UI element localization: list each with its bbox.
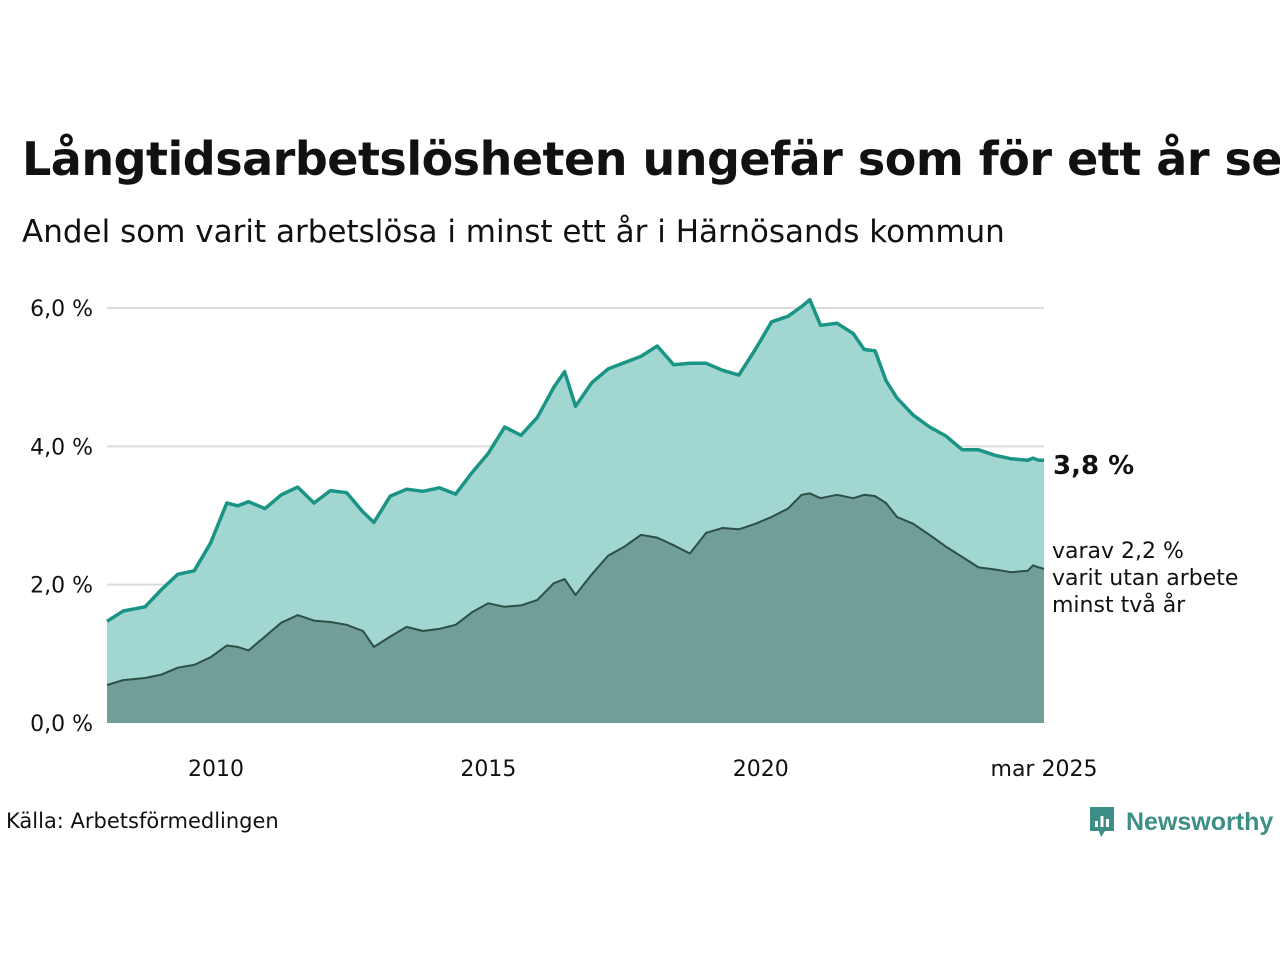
lower-end-label-line: minst två år: [1052, 592, 1186, 618]
lower-end-label-line: varit utan arbete: [1052, 566, 1238, 591]
brand-logo[interactable]: Newsworthy: [1088, 804, 1273, 840]
lower-line: [106, 492, 1045, 686]
chart-axes: 0,0 % 2,0 % 4,0 % 6,0 % 2010 2015 2020 mar 2025: [30, 297, 1097, 782]
y-tick-label: 0,0 %: [30, 712, 93, 737]
upper-end-label: 3,8 %: [1053, 451, 1134, 481]
chart-title: Långtidsarbetslösheten ungefär som för e…: [22, 132, 1280, 186]
x-tick-label: 2015: [460, 757, 516, 782]
x-tick-label: mar 2025: [991, 757, 1098, 782]
y-tick-label: 2,0 %: [30, 574, 93, 599]
y-tick-label: 4,0 %: [30, 435, 93, 460]
x-tick-label: 2010: [188, 757, 244, 782]
chart-subtitle: Andel som varit arbetslösa i minst ett å…: [22, 214, 1005, 250]
chart-areas: [106, 297, 1045, 723]
newsworthy-logo-icon: [1090, 807, 1114, 837]
source-note: Källa: Arbetsförmedlingen: [6, 809, 279, 833]
y-tick-label: 6,0 %: [30, 297, 93, 322]
lower-area: [107, 493, 1044, 723]
x-tick-label: 2020: [733, 757, 789, 782]
upper-line: [106, 297, 1044, 623]
lower-end-label-line: varav 2,2 %: [1052, 539, 1184, 564]
brand-name: Newsworthy: [1126, 807, 1274, 836]
